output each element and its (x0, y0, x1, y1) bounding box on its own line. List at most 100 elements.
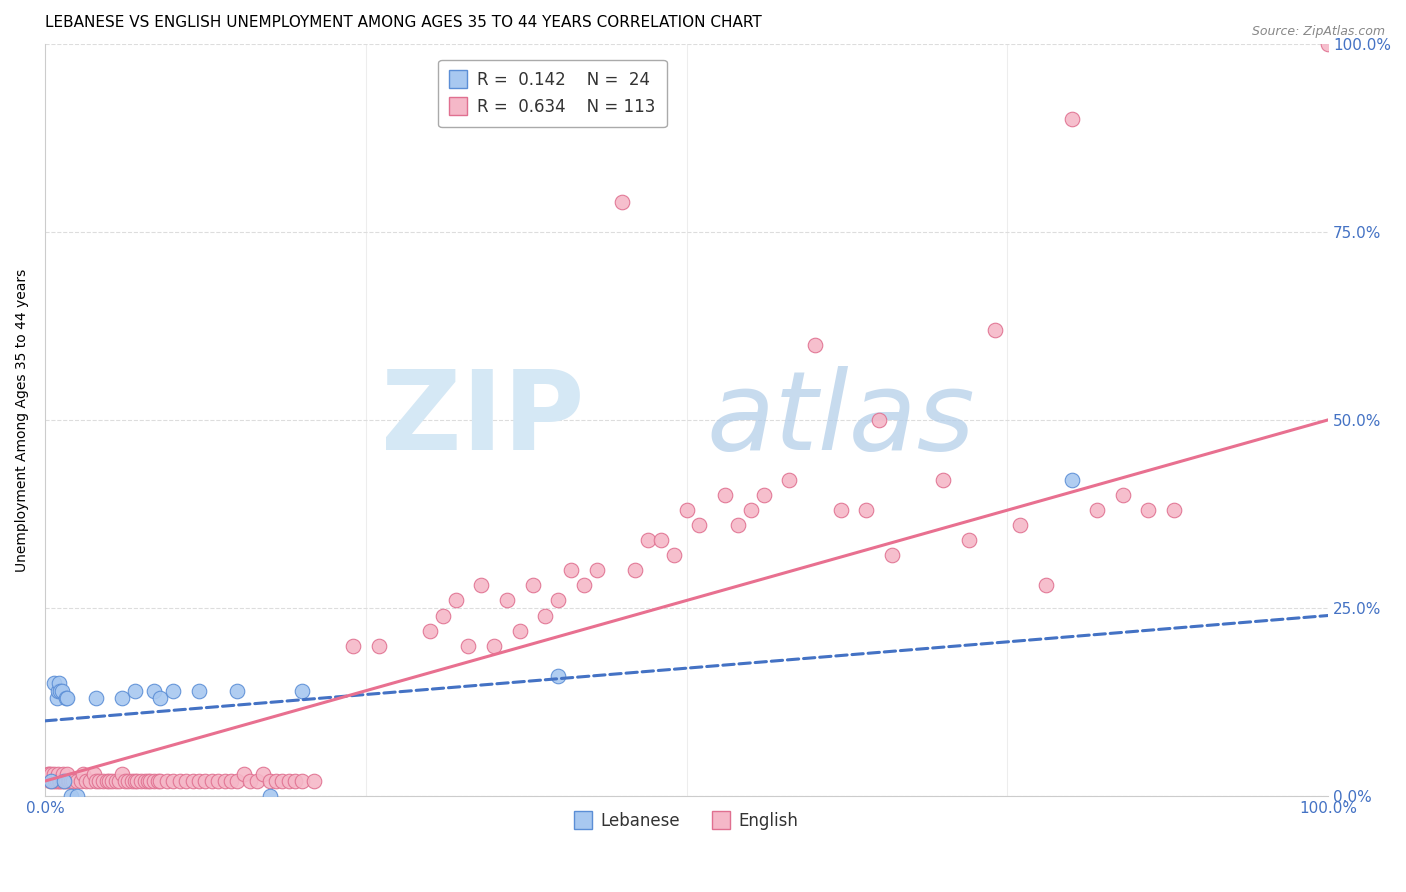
Point (162, 683, 184, 698)
Point (1010, 518, 1032, 533)
Point (72, 766, 94, 780)
Point (226, 683, 249, 698)
Point (752, 488, 775, 502)
Point (59, 789, 82, 803)
Point (1035, 578, 1057, 592)
Point (1137, 503, 1160, 517)
Point (284, 774, 307, 789)
Point (51, 774, 73, 789)
Point (496, 593, 519, 607)
Point (98, 774, 121, 789)
Point (143, 683, 166, 698)
Point (868, 413, 890, 427)
Point (957, 533, 980, 548)
Point (291, 774, 314, 789)
Point (100, 774, 122, 789)
Point (96, 774, 118, 789)
Point (42, 676, 65, 690)
Point (111, 691, 134, 706)
Point (714, 488, 737, 502)
Point (84, 691, 107, 706)
Point (983, 322, 1005, 336)
Point (42, 766, 65, 780)
Point (264, 774, 287, 789)
Point (637, 533, 659, 548)
Point (49, 774, 72, 789)
Point (38, 766, 60, 780)
Point (52, 766, 75, 780)
Point (108, 774, 131, 789)
Point (740, 503, 762, 517)
Point (1060, 473, 1083, 487)
Point (612, 194, 634, 209)
Point (778, 473, 800, 487)
Point (41, 774, 63, 789)
Point (56, 766, 79, 780)
Point (121, 774, 143, 789)
Point (304, 774, 326, 789)
Point (880, 549, 903, 563)
Point (457, 639, 479, 653)
Point (547, 593, 569, 607)
Point (139, 774, 162, 789)
Point (124, 774, 146, 789)
Point (277, 774, 299, 789)
Point (482, 639, 505, 653)
Point (53, 774, 76, 789)
Point (48, 676, 70, 690)
Point (932, 473, 955, 487)
Point (75, 774, 97, 789)
Point (66, 789, 89, 803)
Y-axis label: Unemployment Among Ages 35 to 44 years: Unemployment Among Ages 35 to 44 years (15, 268, 30, 572)
Point (44, 774, 66, 789)
Point (146, 774, 169, 789)
Point (48, 774, 70, 789)
Point (1317, 37, 1340, 51)
Point (226, 774, 249, 789)
Point (239, 774, 262, 789)
Text: ZIP: ZIP (381, 367, 583, 474)
Point (59, 774, 82, 789)
Point (259, 774, 281, 789)
Point (55, 691, 77, 706)
Point (104, 774, 127, 789)
Point (624, 563, 647, 577)
Point (149, 691, 172, 706)
Point (585, 563, 607, 577)
Point (547, 669, 569, 683)
Point (134, 774, 156, 789)
Point (271, 774, 294, 789)
Point (37, 766, 59, 780)
Point (39, 774, 62, 789)
Point (117, 774, 139, 789)
Point (252, 766, 274, 780)
Point (572, 578, 595, 592)
Point (342, 639, 364, 653)
Point (259, 789, 281, 803)
Point (662, 549, 685, 563)
Point (45, 774, 67, 789)
Point (830, 503, 852, 517)
Text: atlas: atlas (706, 367, 974, 474)
Point (214, 774, 236, 789)
Point (419, 624, 441, 638)
Point (41, 766, 63, 780)
Point (560, 563, 582, 577)
Point (143, 774, 166, 789)
Point (70, 774, 93, 789)
Point (56, 691, 79, 706)
Legend: Lebanese, English: Lebanese, English (568, 805, 804, 837)
Point (62, 774, 84, 789)
Point (727, 518, 749, 533)
Point (432, 608, 454, 623)
Point (84, 774, 107, 789)
Point (58, 774, 80, 789)
Point (509, 624, 531, 638)
Point (114, 774, 136, 789)
Point (444, 593, 467, 607)
Point (201, 774, 224, 789)
Point (49, 683, 72, 698)
Point (188, 774, 211, 789)
Point (46, 683, 69, 698)
Point (1085, 503, 1108, 517)
